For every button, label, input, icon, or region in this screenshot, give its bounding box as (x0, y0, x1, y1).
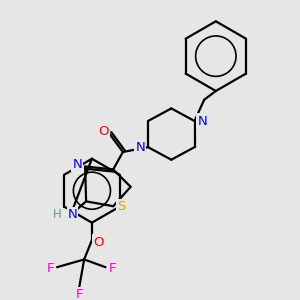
Text: S: S (117, 200, 125, 213)
Text: N: N (135, 141, 145, 154)
Text: O: O (98, 125, 109, 138)
Text: N: N (197, 115, 207, 128)
Text: H: H (53, 208, 62, 221)
Text: F: F (76, 288, 83, 300)
Text: F: F (109, 262, 116, 275)
Text: F: F (46, 262, 54, 275)
Text: N: N (73, 158, 82, 171)
Text: N: N (68, 208, 77, 221)
Text: O: O (93, 236, 104, 248)
